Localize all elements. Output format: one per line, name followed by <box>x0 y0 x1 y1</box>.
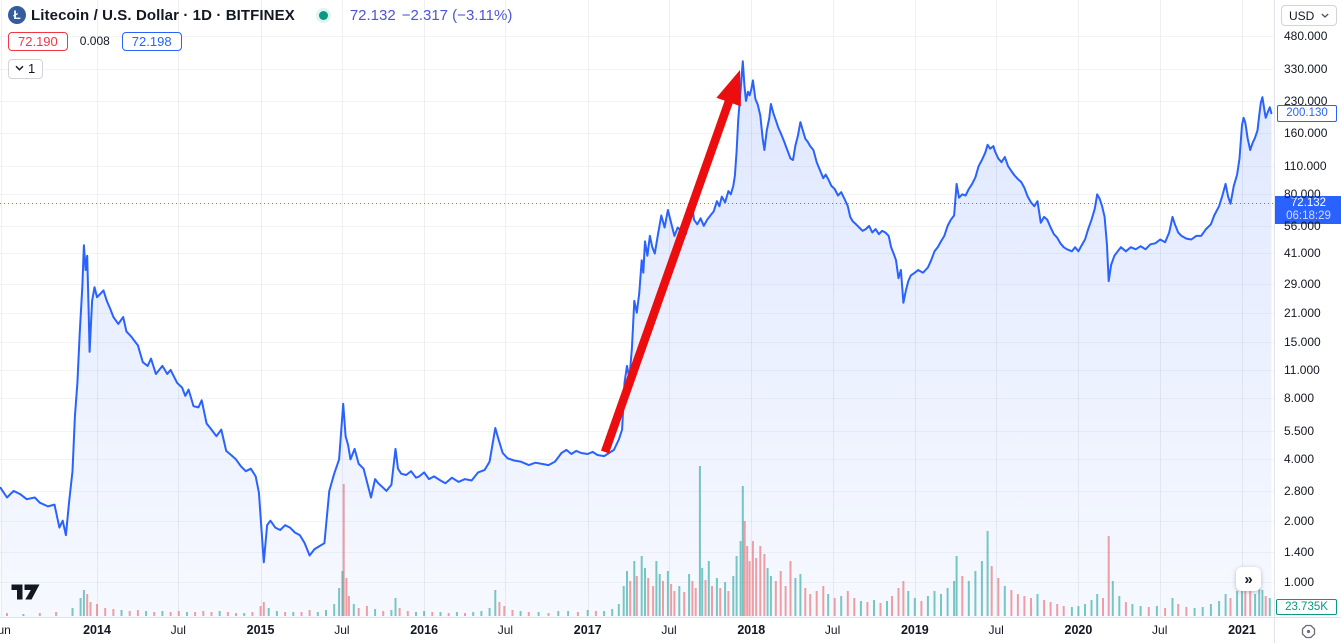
time-axis[interactable]: Jun 2014 Jul 2015 Jul 2016 Jul 2017 Jul 2018 Jul 20… <box>0 617 1274 643</box>
axis-settings-button[interactable] <box>1274 617 1341 643</box>
time-axis-label: Jul <box>824 623 841 637</box>
price-change: 72.132 −2.317 (−3.11%) <box>350 7 513 24</box>
price-axis-label: 29.000 <box>1284 277 1321 292</box>
price-axis-label: 8.000 <box>1284 391 1315 406</box>
interval-value: 1 <box>28 60 36 76</box>
price-axis-label: 1.000 <box>1284 575 1315 589</box>
bar-replay-step-button[interactable]: 1 <box>8 58 44 79</box>
tradingview-logo[interactable] <box>11 584 40 600</box>
price-axis-label: 2.000 <box>1284 513 1315 528</box>
last-visible-price-label: 200.130 <box>1277 104 1337 122</box>
price-axis-label: 15.000 <box>1284 335 1321 350</box>
price-axis-label: 330.000 <box>1284 61 1328 76</box>
price-axis-label: 110.000 <box>1284 159 1327 174</box>
price-axis-label: 2.800 <box>1284 483 1315 498</box>
time-axis-label: 2017 <box>573 623 602 637</box>
time-axis-label: Jun <box>0 623 11 637</box>
price-axis-label: 480.000 <box>1284 28 1328 43</box>
symbol-title[interactable]: Litecoin / U.S. Dollar · 1D · BITFINEX <box>31 6 295 24</box>
last-price: 72.132 <box>349 6 396 24</box>
price-axis-label: 21.000 <box>1284 305 1321 320</box>
current-price-value: 72.132 <box>1290 196 1327 209</box>
time-axis-label: 2016 <box>410 623 439 637</box>
currency-label: USD <box>1289 8 1315 23</box>
gear-icon <box>1301 624 1316 638</box>
bar-close-countdown: 06:18:29 <box>1286 209 1331 222</box>
price-axis[interactable]: USD 200.130 72.132 06:18:29 23.735K 480.… <box>1274 0 1341 617</box>
chevron-down-icon <box>1321 13 1329 18</box>
litecoin-logo-icon: Ł <box>8 6 26 24</box>
time-axis-label: 2021 <box>1228 623 1256 637</box>
chevron-down-icon <box>15 65 24 71</box>
price-axis-label: 4.000 <box>1284 452 1315 467</box>
price-axis-label: 160.000 <box>1284 126 1328 141</box>
ask-button[interactable]: 72.198 <box>121 31 182 51</box>
price-axis-label: 1.400 <box>1284 545 1315 560</box>
change-value: −2.317 (−3.11%) <box>401 6 513 24</box>
current-price-label: 72.132 06:18:29 <box>1275 195 1341 224</box>
price-area-fill <box>0 61 1272 617</box>
time-axis-label: 2015 <box>246 623 275 637</box>
double-chevron-right-icon: » <box>1244 570 1253 588</box>
currency-unit-button[interactable]: USD <box>1281 5 1337 26</box>
time-axis-label: 2014 <box>83 623 111 637</box>
price-chart-plot[interactable] <box>0 0 1274 617</box>
price-axis-label: 5.500 <box>1284 424 1315 439</box>
volume-value-label: 23.735K <box>1276 599 1337 615</box>
time-axis-label: Jul <box>334 623 350 637</box>
time-axis-label: 2020 <box>1064 623 1093 637</box>
price-axis-label: 230.000 <box>1284 93 1328 108</box>
price-axis-label: 11.000 <box>1284 362 1320 377</box>
price-axis-label: 80.000 <box>1284 187 1321 202</box>
trend-arrow-head[interactable] <box>716 70 741 107</box>
price-line-series <box>0 60 1273 564</box>
time-axis-label: 2019 <box>900 623 929 637</box>
time-axis-label: Jul <box>661 623 677 637</box>
time-axis-label: Jul <box>1152 623 1168 637</box>
restore-pane-button[interactable]: » <box>1236 567 1261 591</box>
price-axis-label: 56.000 <box>1284 218 1321 233</box>
time-axis-label: Jul <box>170 623 186 637</box>
time-axis-label: Jul <box>497 623 514 637</box>
spread-value: 0.008 <box>79 34 110 48</box>
chart-legend: Ł Litecoin / U.S. Dollar · 1D · BITFINEX… <box>8 5 512 79</box>
bid-button[interactable]: 72.190 <box>8 31 68 51</box>
price-axis-label: 41.000 <box>1284 246 1321 261</box>
time-axis-label: Jul <box>988 623 1004 637</box>
trend-arrow-shaft[interactable] <box>600 96 735 454</box>
market-status-dot-icon[interactable] <box>318 10 328 20</box>
time-axis-label: 2018 <box>737 623 766 637</box>
